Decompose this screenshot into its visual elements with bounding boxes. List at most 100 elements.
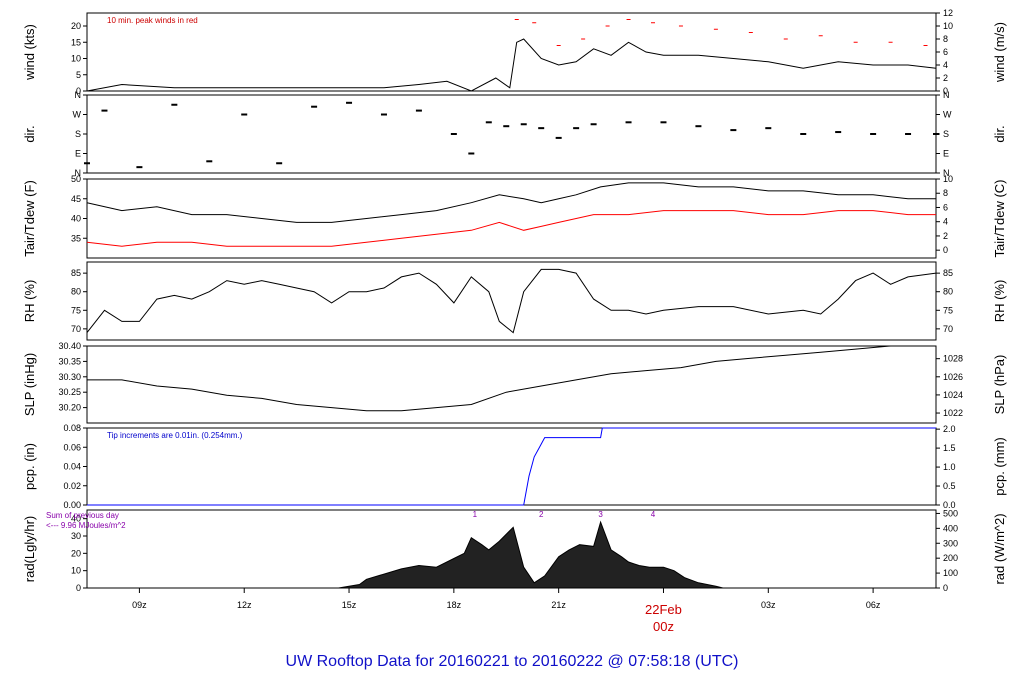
y-axis-label-right: pcp. (mm) [992,437,1007,496]
x-tick-label: 18z [447,600,462,610]
y-axis-label: pcp. (in) [22,443,37,490]
y-axis-label: Tair/Tdew (F) [22,180,37,257]
y-tick-label: E [75,149,81,159]
data-point [241,113,248,116]
y-tick-label: S [75,129,81,139]
data-point [695,125,702,128]
y-axis-label-right: Tair/Tdew (C) [992,179,1007,257]
y-tick-label: 30.40 [58,341,81,351]
y-tick-label-right: 1024 [943,390,963,400]
y-tick-label-right: E [943,149,949,159]
y-tick-label-right: 1.5 [943,443,956,453]
y-axis-label-right: wind (m/s) [992,22,1007,83]
data-point [555,136,562,139]
panel-frame [86,178,937,259]
y-tick-label-right: 500 [943,508,958,518]
x-day-label: 22Feb [645,602,682,617]
series-line-1 [86,210,936,247]
y-axis-label: RH (%) [22,280,37,323]
y-tick-label: N [75,168,82,178]
y-tick-label: 75 [71,305,81,315]
panel-annotation: Tip increments are 0.01in. (0.254mm.) [107,431,243,440]
x-tick-label: 21z [551,600,566,610]
data-point [905,133,912,135]
y-tick-label-right: 75 [943,305,953,315]
y-tick-label-right: 1026 [943,372,963,382]
y-tick-label-right: 2 [943,73,948,83]
y-tick-label: 45 [71,194,81,204]
x-tick-label: 12z [237,600,252,610]
series-line-0 [86,182,936,223]
y-tick-label: 30.35 [58,356,81,366]
data-point [933,133,939,135]
y-tick-label-right: 0.0 [943,500,956,510]
panel-slp: 30.20 30.25 30.30 30.35 30.40 1022 1024 1026 102… [22,341,1007,424]
y-tick-label-right: 1022 [943,408,963,418]
y-tick-label-right: 0.5 [943,481,956,491]
panel-wind: 0 5 10 15 20 0 2 4 6 8 10 12 wind (kts) wind (m/s) 10 … [22,8,1007,96]
data-point [171,103,178,106]
y-tick-label-right: S [943,129,949,139]
y-axis-label-right: RH (%) [992,280,1007,323]
data-point [380,113,387,116]
y-tick-label-right: 8 [943,34,948,44]
y-tick-label-right: 6 [943,47,948,57]
y-axis-label-right: SLP (hPa) [992,355,1007,415]
data-point [765,127,772,130]
x-tick-label: 15z [342,600,357,610]
panel-frame [86,261,937,341]
y-tick-label-right: 70 [943,324,953,334]
series-line-0 [86,268,937,334]
data-point [870,133,877,135]
data-point [136,166,143,169]
y-tick-label-right: 8 [943,188,948,198]
y-tick-label: 50 [71,174,81,184]
y-tick-label: N [75,90,82,100]
y-tick-label-right: N [943,90,950,100]
panel-pcp: 0.00 0.02 0.04 0.06 0.08 0.0 0.5 1.0 1.5 2.0 pcp. … [22,423,1007,510]
x-day-hour: 00z [653,619,674,634]
y-tick-label-right: 2 [943,231,948,241]
data-point [520,123,527,126]
y-tick-label: 30.25 [58,387,81,397]
y-tick-label: 30 [71,531,81,541]
y-tick-label-right: 1028 [943,354,963,364]
y-tick-label-right: 6 [943,202,948,212]
series-area [338,520,724,589]
x-axis: 09z 12z 15z 18z 21z 03z 06z 22Feb 00z [132,588,881,634]
data-point [573,127,580,130]
y-tick-label: 85 [71,268,81,278]
data-point [730,129,737,132]
y-tick-label: 70 [71,324,81,334]
y-tick-label: 0.02 [63,481,81,491]
y-tick-label-right: W [943,110,952,120]
y-axis-label: dir. [22,125,37,142]
series-line-0 [87,427,936,506]
panel-frame [86,94,937,174]
y-tick-label-right: 400 [943,523,958,533]
data-point [101,109,108,112]
data-point [450,133,457,135]
y-tick-label: 15 [71,37,81,47]
data-point [346,101,353,104]
data-point [835,131,842,134]
y-tick-label: 0 [76,86,81,96]
rad-marker: 4 [651,510,656,519]
y-tick-label-right: 4 [943,60,948,70]
data-point [503,125,510,128]
y-tick-label: 80 [71,287,81,297]
y-tick-label: 20 [71,21,81,31]
y-tick-label-right: 0 [943,583,948,593]
y-tick-label: 0.04 [63,462,81,472]
data-point [415,109,422,112]
series-line-0 [87,345,936,412]
y-tick-label: 0.00 [63,500,81,510]
y-tick-label-right: 12 [943,8,953,18]
x-tick-label: 03z [761,600,776,610]
data-point [800,133,807,135]
panel-annotation-line: <--- 9.96 MJoules/m^2 [46,521,126,530]
y-tick-label: 0.06 [63,442,81,452]
